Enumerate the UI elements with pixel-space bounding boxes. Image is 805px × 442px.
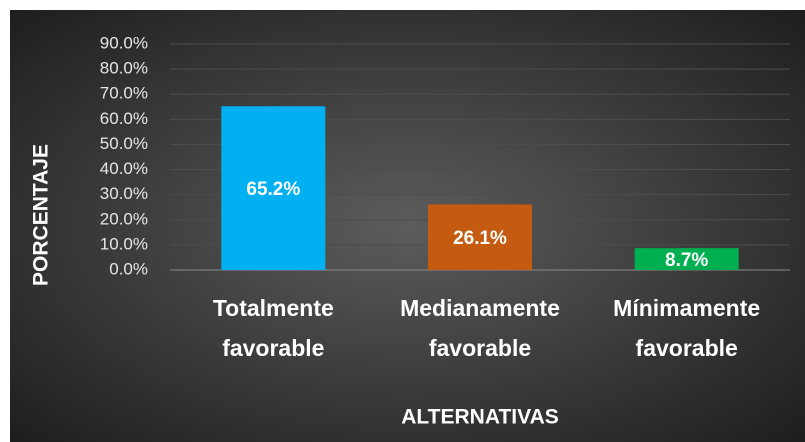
y-tick-label: 70.0%: [100, 84, 148, 103]
y-tick-label: 20.0%: [100, 209, 148, 228]
y-axis-title: PORCENTAJE: [30, 144, 53, 286]
y-tick-label: 0.0%: [109, 259, 148, 278]
value-label: 26.1%: [453, 228, 507, 249]
value-label: 8.7%: [665, 250, 708, 271]
bar: [221, 106, 326, 270]
y-tick-label: 50.0%: [100, 134, 148, 153]
y-tick-label: 60.0%: [100, 109, 148, 128]
y-tick-label: 80.0%: [100, 59, 148, 78]
y-tick-label: 40.0%: [100, 159, 148, 178]
x-tick-label: Medianamente favorable: [400, 295, 560, 361]
x-axis-title: ALTERNATIVAS: [401, 406, 559, 429]
value-label: 65.2%: [246, 179, 300, 200]
y-tick-label: 10.0%: [100, 234, 148, 253]
chart-background: [10, 10, 805, 442]
y-tick-label: 90.0%: [100, 33, 148, 52]
x-tick-label: Mínimamente favorable: [613, 295, 760, 361]
y-tick-label: 30.0%: [100, 184, 148, 203]
x-tick-label: Totalmente favorable: [213, 295, 334, 361]
bar: [428, 204, 532, 270]
bar: [634, 248, 739, 270]
